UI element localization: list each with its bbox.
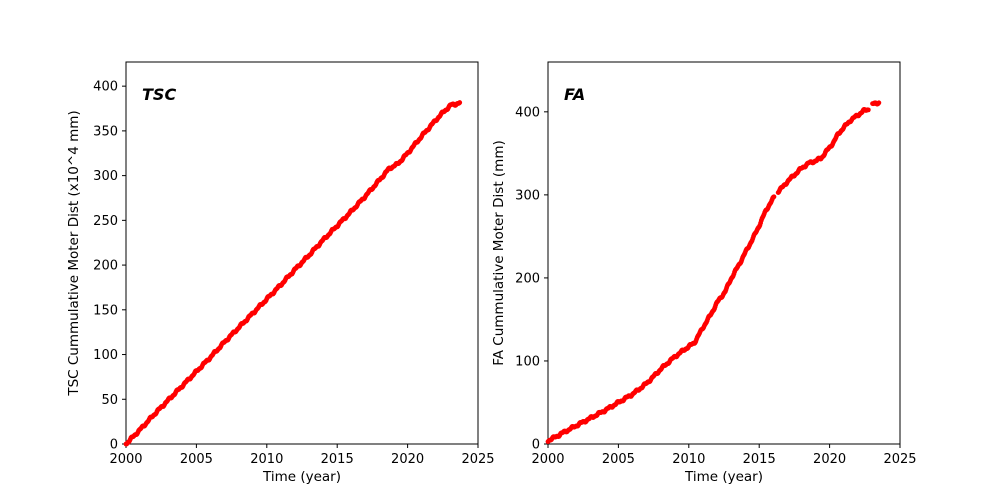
x-tick-label: 2010 (672, 452, 705, 467)
plot-frame (125, 61, 479, 445)
y-tick-label: 400 (515, 105, 540, 120)
y-tick-label: 150 (93, 303, 118, 318)
y-tick-label: 100 (93, 348, 118, 363)
x-tick-label: 2000 (531, 452, 564, 467)
y-tick-label: 50 (101, 393, 118, 408)
series-dots (123, 100, 463, 447)
x-tick-label: 2025 (883, 452, 916, 467)
y-tick-label: 200 (515, 271, 540, 286)
y-tick-label: 350 (93, 124, 118, 139)
y-ticks: 0 100 200 300 400 (515, 105, 548, 453)
panel-tsc: 2000 2005 2010 2015 2020 2025 0 50 100 150 200 250… (66, 61, 495, 485)
x-ticks: 2000 2005 2010 2015 2020 2025 (109, 444, 495, 467)
y-tick-label: 300 (93, 169, 118, 184)
y-tick-label: 0 (110, 438, 118, 453)
x-tick-label: 2020 (813, 452, 846, 467)
x-tick-label: 2015 (743, 452, 776, 467)
y-ticks: 0 50 100 150 200 250 300 350 400 (93, 80, 126, 453)
panel-fa: 2000 2005 2010 2015 2020 2025 0 100 200 300 400 F… (491, 61, 917, 485)
panel-title: TSC (142, 85, 176, 104)
y-tick-label: 200 (93, 259, 118, 274)
x-tick-label: 2000 (109, 452, 142, 467)
series-dot (457, 100, 463, 105)
x-tick-label: 2015 (321, 452, 354, 467)
x-tick-label: 2005 (180, 452, 213, 467)
plot-frame (547, 61, 901, 445)
x-tick-label: 2025 (461, 452, 494, 467)
x-tick-label: 2010 (250, 452, 283, 467)
y-tick-label: 400 (93, 80, 118, 95)
panel-title: FA (564, 85, 585, 104)
x-tick-label: 2005 (602, 452, 635, 467)
x-ticks: 2000 2005 2010 2015 2020 2025 (531, 444, 917, 467)
series-dot (865, 107, 871, 113)
x-axis-label: Time (year) (684, 469, 763, 485)
y-tick-label: 300 (515, 188, 540, 203)
series-dots (545, 100, 882, 445)
series-dot (771, 194, 777, 200)
y-tick-label: 250 (93, 214, 118, 229)
y-axis-label: TSC Cummulative Moter Dist (x10^4 mm) (66, 110, 82, 396)
y-tick-label: 0 (532, 438, 540, 453)
x-axis-label: Time (year) (262, 469, 341, 485)
series-dot (876, 100, 882, 106)
y-tick-label: 100 (515, 354, 540, 369)
y-axis-label: FA Cummulative Moter Dist (mm) (491, 140, 507, 366)
x-tick-label: 2020 (391, 452, 424, 467)
